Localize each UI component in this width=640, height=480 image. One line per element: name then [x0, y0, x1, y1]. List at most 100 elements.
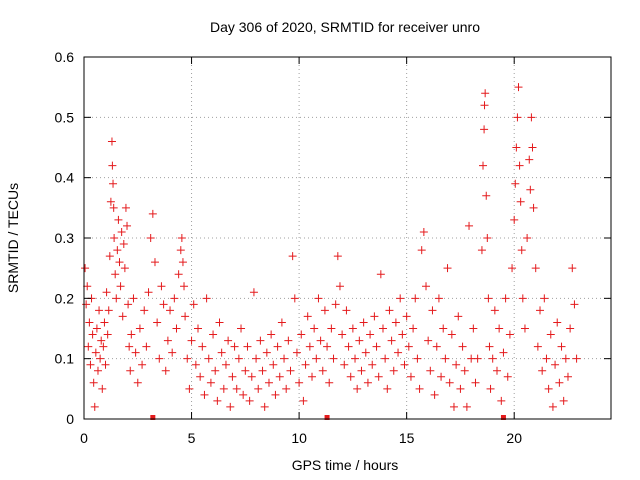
- data-point: [477, 246, 486, 255]
- data-point: [533, 342, 542, 351]
- data-point: [148, 209, 157, 218]
- data-point: [185, 384, 194, 393]
- data-point: [168, 348, 177, 357]
- data-point: [372, 342, 381, 351]
- data-point: [361, 348, 370, 357]
- data-point: [469, 324, 478, 333]
- data-point: [112, 294, 121, 303]
- data-point: [318, 366, 327, 375]
- data-point: [91, 348, 100, 357]
- data-point: [191, 360, 200, 369]
- data-point: [511, 179, 520, 188]
- data-point: [409, 324, 418, 333]
- data-point: [428, 306, 437, 315]
- data-point: [479, 161, 488, 170]
- data-point: [383, 384, 392, 393]
- data-point: [123, 221, 132, 230]
- data-point: [138, 360, 147, 369]
- data-point: [557, 342, 566, 351]
- data-point: [93, 366, 102, 375]
- data-point: [434, 294, 443, 303]
- x-axis-ticks: 0 5 10 15 20: [80, 57, 522, 446]
- data-point: [108, 161, 117, 170]
- data-point: [125, 342, 134, 351]
- data-point: [144, 288, 153, 297]
- data-point: [177, 234, 186, 242]
- data-point: [329, 354, 338, 363]
- data-point: [411, 294, 420, 303]
- data-point: [404, 342, 413, 351]
- data-point: [155, 354, 164, 363]
- data-point: [376, 270, 385, 279]
- data-point: [230, 342, 239, 351]
- data-point: [484, 294, 493, 303]
- data-point: [127, 330, 136, 339]
- data-point: [109, 203, 118, 212]
- data-point: [211, 366, 220, 375]
- data-point: [312, 354, 321, 363]
- data-point: [142, 342, 151, 351]
- data-point: [89, 378, 98, 387]
- data-point: [490, 306, 499, 315]
- data-point: [323, 342, 332, 351]
- data-point: [528, 143, 537, 152]
- data-point: [351, 354, 360, 363]
- data-point: [219, 384, 228, 393]
- x-tick-label: 20: [506, 430, 522, 446]
- data-points: [81, 83, 581, 411]
- data-point: [262, 348, 271, 357]
- data-point: [551, 360, 560, 369]
- data-point: [363, 378, 372, 387]
- data-point: [117, 227, 126, 236]
- data-point: [116, 282, 125, 291]
- data-point: [232, 384, 241, 393]
- data-point: [107, 137, 116, 146]
- data-point: [320, 306, 329, 315]
- data-point: [389, 366, 398, 375]
- data-point: [213, 396, 222, 405]
- data-point: [480, 125, 489, 134]
- data-point: [153, 318, 162, 327]
- data-point: [280, 354, 289, 363]
- gap-marker: [324, 415, 330, 420]
- data-point: [338, 330, 347, 339]
- data-point: [84, 342, 93, 351]
- y-axis-ticks: 0 0.1 0.2 0.3 0.4 0.5 0.6: [55, 49, 611, 427]
- x-tick-label: 5: [188, 430, 196, 446]
- data-point: [563, 372, 572, 381]
- data-point: [90, 402, 99, 411]
- data-point: [458, 342, 467, 351]
- data-point: [202, 294, 211, 303]
- data-point: [170, 294, 179, 303]
- data-point: [245, 396, 254, 405]
- y-tick-label: 0.2: [55, 290, 75, 306]
- data-point: [525, 155, 534, 164]
- data-point: [447, 330, 456, 339]
- data-point: [523, 234, 532, 242]
- data-point: [378, 324, 387, 333]
- data-point: [548, 402, 557, 411]
- data-point: [406, 372, 415, 381]
- data-point: [499, 348, 508, 357]
- data-point: [460, 366, 469, 375]
- data-point: [314, 294, 323, 303]
- data-point: [215, 318, 224, 327]
- data-point: [267, 330, 276, 339]
- data-point: [526, 185, 535, 194]
- x-tick-label: 0: [80, 430, 88, 446]
- data-point: [129, 294, 138, 303]
- data-point: [297, 330, 306, 339]
- data-point: [104, 306, 113, 315]
- data-point: [81, 264, 90, 273]
- data-point: [488, 354, 497, 363]
- data-point: [161, 366, 170, 375]
- data-point: [497, 396, 506, 405]
- data-point: [465, 221, 474, 230]
- data-point: [391, 318, 400, 327]
- data-point: [516, 197, 525, 206]
- data-point: [273, 342, 282, 351]
- data-point: [303, 312, 312, 321]
- data-point: [353, 384, 362, 393]
- data-point: [86, 360, 95, 369]
